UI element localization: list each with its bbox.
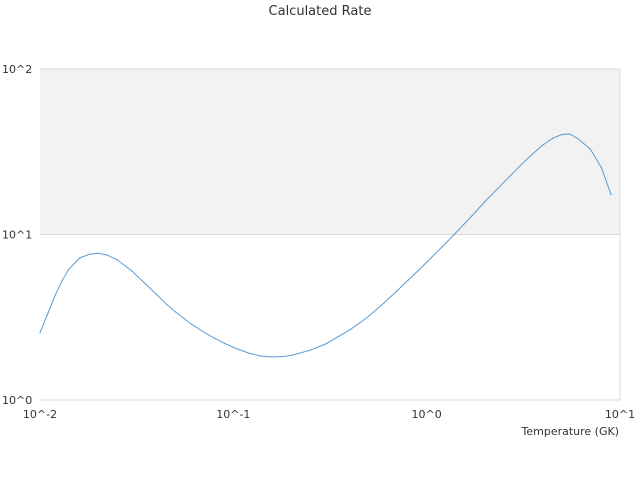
data-point — [610, 194, 612, 196]
data-point — [290, 354, 293, 356]
data-point — [396, 290, 398, 292]
x-axis-ticks: 10^-2 10^-1 10^0 10^1 — [23, 408, 635, 421]
x-tick-label: 10^-2 — [23, 408, 57, 421]
data-point — [359, 322, 361, 324]
data-point — [165, 303, 167, 305]
x-tick-label: 10^0 — [412, 408, 442, 421]
y-axis-ticks: 10^0 10^1 10^2 — [2, 63, 32, 407]
data-point — [213, 337, 216, 339]
data-point — [552, 137, 554, 139]
data-point — [272, 356, 274, 358]
data-point — [337, 335, 340, 338]
data-point — [561, 133, 563, 136]
data-point — [174, 311, 176, 313]
data-point — [223, 342, 226, 344]
data-point — [441, 246, 443, 248]
x-axis-label: Temperature (GK) — [521, 425, 620, 438]
data-point — [309, 349, 311, 351]
data-point — [78, 257, 81, 259]
data-point — [600, 166, 602, 168]
data-point — [324, 343, 327, 345]
data-point — [144, 283, 146, 285]
y-tick-label: 10^0 — [2, 394, 32, 407]
data-point — [260, 355, 263, 357]
data-point — [105, 254, 107, 256]
y-tick-label: 10^1 — [2, 229, 32, 242]
chart-title: Calculated Rate — [268, 4, 372, 19]
data-point — [465, 221, 467, 223]
grid-lines — [40, 68, 621, 401]
data-point — [542, 144, 544, 146]
data-point — [417, 270, 419, 272]
x-tick-label: 10^-1 — [216, 408, 250, 421]
y-tick-label: 10^2 — [2, 63, 32, 76]
data-point — [88, 253, 90, 255]
data-point — [39, 332, 41, 334]
data-point — [475, 210, 477, 212]
data-point — [116, 259, 118, 261]
data-point — [407, 279, 409, 282]
data-point — [454, 233, 456, 235]
data-point — [589, 148, 591, 150]
data-point — [531, 153, 533, 156]
data-point — [202, 331, 204, 333]
data-point — [189, 322, 192, 325]
data-point — [47, 312, 49, 314]
data-point — [248, 352, 250, 354]
data-point — [349, 329, 351, 331]
data-point — [383, 302, 385, 304]
data-point — [155, 293, 157, 295]
data-point — [61, 280, 63, 282]
data-point — [367, 315, 370, 317]
data-point — [484, 201, 486, 203]
data-point — [54, 294, 56, 296]
data-point — [503, 181, 505, 184]
data-point — [97, 252, 99, 254]
data-point — [569, 133, 571, 135]
data-point — [518, 166, 520, 168]
data-point — [131, 270, 133, 272]
data-point — [67, 269, 69, 271]
data-point — [232, 346, 234, 348]
data-point — [426, 261, 428, 263]
data-point — [576, 137, 578, 139]
x-tick-label: 10^1 — [605, 408, 635, 421]
data-point — [282, 355, 284, 358]
series-line — [39, 133, 612, 358]
shaded-band — [40, 69, 620, 235]
series-points — [39, 133, 612, 358]
